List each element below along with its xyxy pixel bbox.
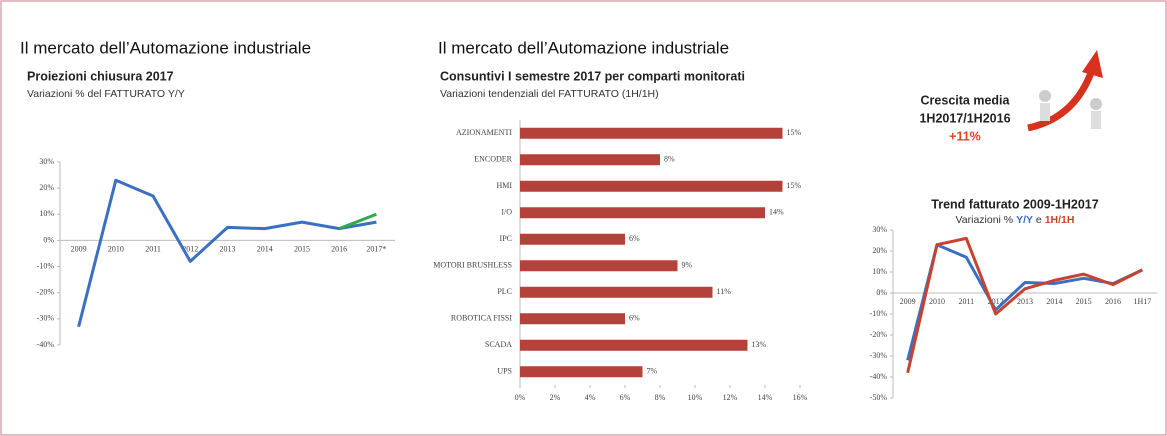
x-tick-label: 2010 — [929, 297, 945, 306]
bar — [520, 154, 660, 166]
y-tick-label: 30% — [39, 157, 54, 166]
chart-note: Variazioni tendenziali del FATTURATO (1H… — [440, 88, 659, 100]
callout-title: Crescita media — [921, 93, 1011, 107]
x-tick-label: 2013 — [220, 244, 236, 253]
y-tick-label: 30% — [872, 225, 887, 234]
legend-entry: Y/Y — [1016, 214, 1033, 226]
bar — [520, 339, 748, 351]
y-tick-label: -20% — [870, 330, 888, 339]
x-tick-label: 2016 — [1105, 297, 1121, 306]
x-tick-label: 14% — [758, 393, 773, 402]
y-tick-label: 20% — [39, 183, 54, 192]
series-line — [338, 212, 377, 231]
value-label: 8% — [664, 155, 675, 164]
value-label: 7% — [647, 367, 658, 376]
value-label: 6% — [629, 314, 640, 323]
x-tick-label: 2009 — [900, 297, 916, 306]
x-tick-label: 0% — [515, 393, 526, 402]
bar — [520, 313, 625, 325]
x-tick-label: 1H17 — [1133, 297, 1151, 306]
bar — [520, 260, 678, 272]
x-tick-label: 2015 — [294, 244, 310, 253]
x-tick-label: 2010 — [108, 244, 124, 253]
x-tick-label: 8% — [655, 393, 666, 402]
category-label: AZIONAMENTI — [456, 128, 512, 137]
x-tick-label: 4% — [585, 393, 596, 402]
x-tick-label: 2013 — [1017, 297, 1033, 306]
x-tick-label: 2011 — [145, 244, 161, 253]
category-label: PLC — [497, 287, 512, 296]
y-tick-label: -10% — [870, 309, 888, 318]
x-tick-label: 2014 — [257, 244, 273, 253]
bar — [520, 366, 643, 378]
x-tick-label: 2009 — [71, 244, 87, 253]
y-tick-label: -30% — [37, 314, 55, 323]
x-tick-label: 2017* — [366, 244, 386, 253]
x-tick-label: 16% — [793, 393, 808, 402]
bar — [520, 233, 625, 245]
x-tick-label: 2% — [550, 393, 561, 402]
y-tick-label: -40% — [870, 372, 888, 381]
x-tick-label: 2015 — [1076, 297, 1092, 306]
category-label: HMI — [496, 181, 512, 190]
x-tick-label: 2012 — [182, 244, 198, 253]
value-label: 9% — [682, 261, 693, 270]
y-tick-label: -50% — [870, 393, 888, 402]
y-tick-label: 10% — [39, 209, 54, 218]
y-tick-label: -40% — [37, 340, 55, 349]
x-tick-label: 10% — [688, 393, 703, 402]
legend-entry: 1H/1H — [1045, 214, 1075, 226]
bar — [520, 180, 783, 192]
series-line — [906, 236, 1144, 374]
y-tick-label: -30% — [870, 351, 888, 360]
chart-title: Trend fatturato 2009-1H2017 — [931, 197, 1098, 211]
category-label: ROBOTICA FISSI — [451, 314, 512, 323]
callout-value: +11% — [949, 129, 981, 143]
chart-note: Variazioni % del FATTURATO Y/Y — [27, 88, 185, 100]
chart-subtitle: Consuntivi I semestre 2017 per comparti … — [440, 69, 745, 83]
category-label: SCADA — [485, 340, 512, 349]
x-tick-label: 2014 — [1046, 297, 1062, 306]
chart-title: Il mercato dell’Automazione industriale — [20, 38, 311, 57]
x-tick-label: 6% — [620, 393, 631, 402]
x-tick-label: 2012 — [988, 297, 1004, 306]
y-tick-label: 0% — [876, 288, 887, 297]
value-label: 15% — [787, 181, 802, 190]
category-label: ENCODER — [474, 155, 512, 164]
category-label: I/O — [501, 208, 512, 217]
series-line — [77, 178, 377, 328]
subtitle-text: Variazioni % — [956, 214, 1014, 226]
y-tick-label: 10% — [872, 267, 887, 276]
bar — [520, 286, 713, 298]
y-tick-label: -10% — [37, 261, 55, 270]
x-tick-label: 2016 — [331, 244, 347, 253]
bar — [520, 207, 765, 219]
chart-title: Il mercato dell’Automazione industriale — [438, 38, 729, 57]
chart-subtitle: Proiezioni chiusura 2017 — [27, 69, 174, 83]
value-label: 14% — [769, 208, 784, 217]
value-label: 6% — [629, 234, 640, 243]
y-tick-label: 20% — [872, 246, 887, 255]
growth-icon — [1027, 50, 1103, 132]
legend-joiner: e — [1036, 214, 1042, 226]
chart-subtitle: Variazioni % Y/Y e 1H/1H — [956, 214, 1075, 226]
value-label: 11% — [717, 287, 732, 296]
category-label: UPS — [497, 367, 512, 376]
category-label: IPC — [500, 234, 512, 243]
callout-period: 1H2017/1H2016 — [919, 111, 1010, 125]
bar — [520, 127, 783, 139]
x-tick-label: 2011 — [958, 297, 974, 306]
x-tick-label: 12% — [723, 393, 738, 402]
category-label: MOTORI BRUSHLESS — [433, 261, 512, 270]
value-label: 15% — [787, 128, 802, 137]
y-tick-label: -20% — [37, 288, 55, 297]
y-tick-label: 0% — [43, 235, 54, 244]
value-label: 13% — [752, 340, 767, 349]
